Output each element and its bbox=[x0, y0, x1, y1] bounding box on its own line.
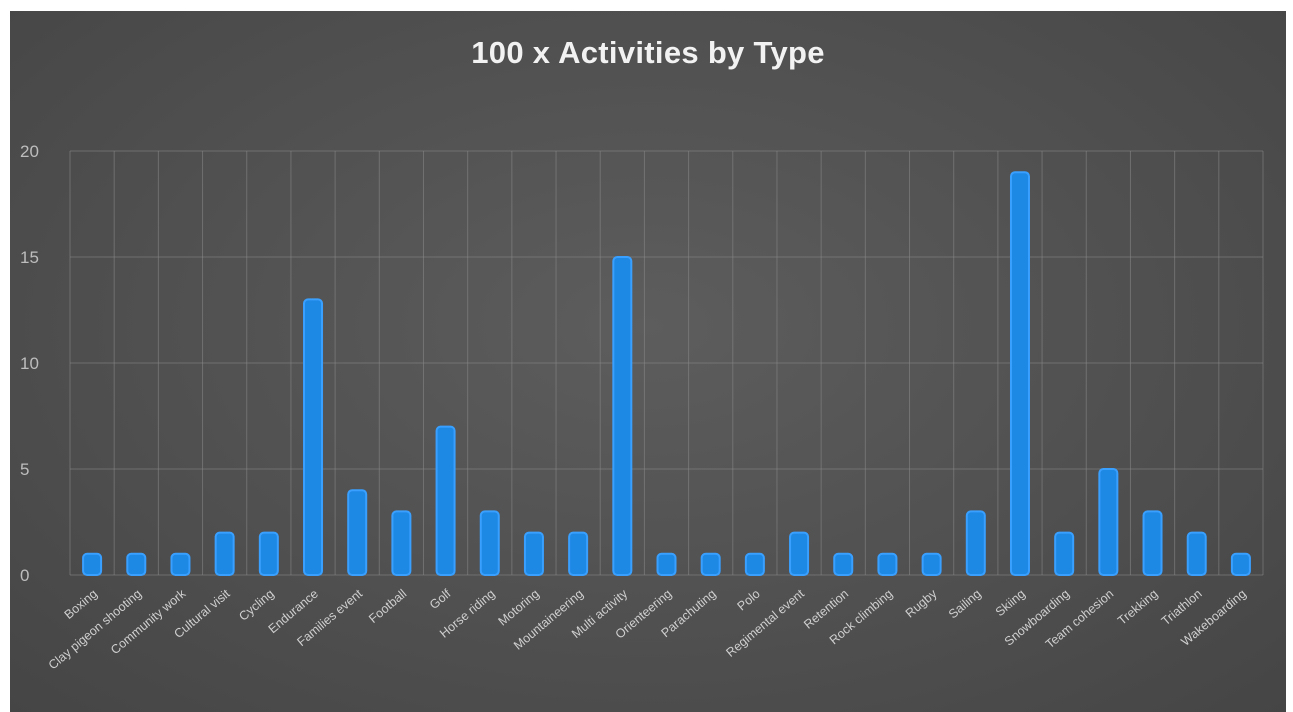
x-tick-label: Cycling bbox=[236, 587, 276, 624]
x-tick-label: Trekking bbox=[1115, 587, 1160, 628]
x-tick-label: Sailing bbox=[946, 587, 984, 622]
x-tick-label: Football bbox=[366, 587, 409, 626]
bar bbox=[833, 552, 854, 576]
bar bbox=[126, 552, 147, 576]
x-tick-label: Rugby bbox=[903, 586, 940, 620]
bar bbox=[347, 489, 368, 577]
bar bbox=[1009, 171, 1030, 576]
bar bbox=[700, 552, 721, 576]
bar bbox=[744, 552, 765, 576]
x-tick-label: Community work bbox=[108, 586, 189, 657]
bar bbox=[391, 510, 412, 576]
bar bbox=[258, 531, 279, 576]
y-tick-label: 15 bbox=[20, 248, 39, 267]
bar bbox=[921, 552, 942, 576]
chart-title: 100 x Activities by Type bbox=[471, 35, 825, 70]
y-tick-label: 20 bbox=[20, 142, 39, 161]
bar bbox=[877, 552, 898, 576]
bar bbox=[214, 531, 235, 576]
bar bbox=[479, 510, 500, 576]
bar bbox=[789, 531, 810, 576]
x-tick-label: Regimental event bbox=[723, 586, 807, 660]
y-tick-label: 10 bbox=[20, 354, 39, 373]
bar bbox=[1230, 552, 1251, 576]
chart-container: 100 x Activities by Type 0 5 10 15 20 Boxing C… bbox=[10, 11, 1286, 712]
bar bbox=[1186, 531, 1207, 576]
bar bbox=[303, 298, 324, 576]
y-tick-label: 5 bbox=[20, 460, 29, 479]
bar bbox=[523, 531, 544, 576]
bar bbox=[965, 510, 986, 576]
x-tick-label: Boxing bbox=[62, 587, 100, 622]
bar bbox=[612, 256, 633, 576]
y-tick-label: 0 bbox=[20, 566, 29, 585]
bar bbox=[435, 425, 456, 576]
bar bbox=[656, 552, 677, 576]
bar bbox=[82, 552, 103, 576]
x-tick-label: Golf bbox=[427, 586, 454, 612]
bar bbox=[1098, 468, 1119, 576]
bar bbox=[568, 531, 589, 576]
bar bbox=[1142, 510, 1163, 576]
x-tick-label: Polo bbox=[735, 587, 763, 614]
bar bbox=[170, 552, 191, 576]
x-tick-label: Skiing bbox=[993, 587, 1028, 620]
bar bbox=[1054, 531, 1075, 576]
